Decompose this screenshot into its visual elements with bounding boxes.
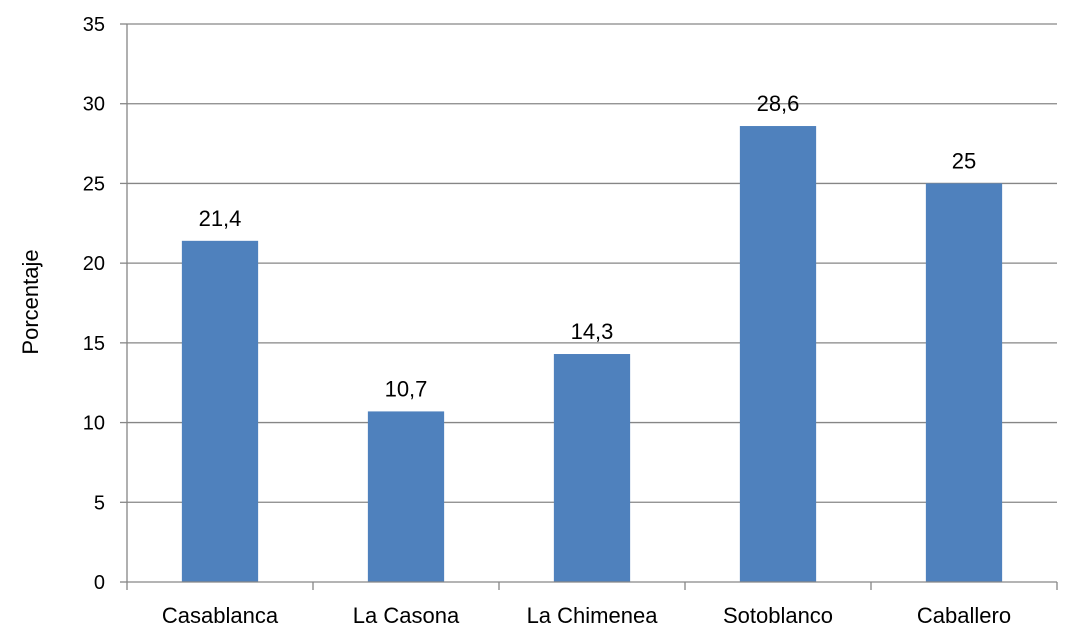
bar — [181, 240, 259, 582]
data-label: 14,3 — [571, 319, 614, 344]
data-labels: 21,4 10,7 14,3 28,6 25 — [199, 91, 977, 401]
x-tick-label: Casablanca — [162, 603, 279, 628]
y-tick-label: 30 — [83, 94, 105, 116]
y-tick-label: 15 — [83, 333, 105, 355]
bars — [181, 126, 1003, 582]
bar — [367, 411, 445, 582]
y-tick-label: 10 — [83, 413, 105, 435]
gridlines — [127, 23, 1057, 503]
data-label: 28,6 — [757, 91, 800, 116]
x-tick-label: La Chimenea — [527, 603, 659, 628]
data-label: 10,7 — [385, 376, 428, 401]
x-tick-label: Caballero — [917, 603, 1011, 628]
axes — [120, 23, 1058, 590]
bar — [553, 354, 631, 582]
x-tick-label: La Casona — [353, 603, 460, 628]
bar — [739, 126, 817, 582]
y-axis-title: Porcentaje — [18, 249, 43, 354]
x-tick-labels: Casablanca La Casona La Chimenea Sotoblanco… — [162, 603, 1011, 628]
data-label: 25 — [952, 148, 976, 173]
data-label: 21,4 — [199, 206, 242, 231]
x-tick-label: Sotoblanco — [723, 603, 833, 628]
y-tick-label: 5 — [94, 492, 105, 514]
y-tick-label: 0 — [94, 572, 105, 594]
y-tick-label: 35 — [83, 14, 105, 36]
y-tick-label: 20 — [83, 253, 105, 275]
y-tick-labels: 0 5 10 15 20 25 30 35 — [83, 14, 105, 594]
y-tick-label: 25 — [83, 173, 105, 195]
bar — [925, 183, 1003, 582]
